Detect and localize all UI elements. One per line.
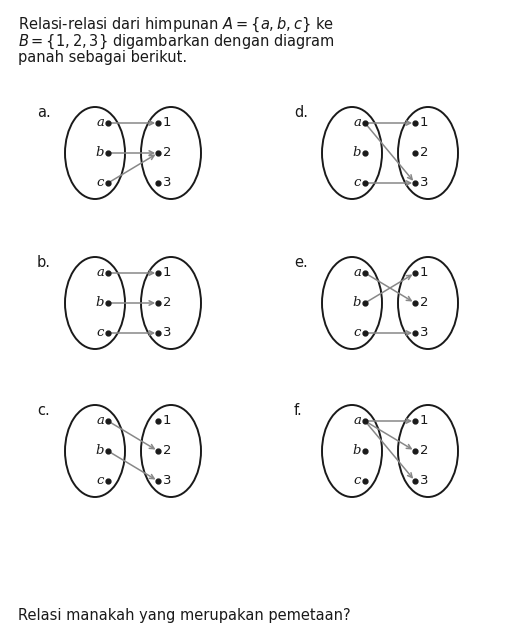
Text: Relasi-relasi dari himpunan $A = \{a, b, c\}$ ke: Relasi-relasi dari himpunan $A = \{a, b,… <box>18 16 334 35</box>
Text: c.: c. <box>37 403 50 418</box>
Text: b: b <box>96 296 104 309</box>
Text: 2: 2 <box>420 296 429 309</box>
Text: c: c <box>354 327 361 340</box>
Text: c: c <box>354 176 361 190</box>
Text: 3: 3 <box>420 176 429 190</box>
Text: 1: 1 <box>420 116 429 129</box>
Text: a: a <box>353 116 361 129</box>
Text: 2: 2 <box>420 147 429 159</box>
Text: b: b <box>353 296 361 309</box>
Text: b: b <box>353 444 361 458</box>
Text: a: a <box>96 415 104 428</box>
Text: 3: 3 <box>420 475 429 487</box>
Text: 1: 1 <box>163 415 172 428</box>
Text: c: c <box>97 327 104 340</box>
Text: c: c <box>97 475 104 487</box>
Text: c: c <box>354 475 361 487</box>
Text: f.: f. <box>294 403 303 418</box>
Text: 3: 3 <box>420 327 429 340</box>
Text: 3: 3 <box>163 475 172 487</box>
Text: 2: 2 <box>163 296 172 309</box>
Text: 1: 1 <box>163 266 172 280</box>
Text: b: b <box>353 147 361 159</box>
Text: b: b <box>96 147 104 159</box>
Text: c: c <box>97 176 104 190</box>
Text: 3: 3 <box>163 327 172 340</box>
Text: 3: 3 <box>163 176 172 190</box>
Text: a: a <box>96 116 104 129</box>
Text: 1: 1 <box>163 116 172 129</box>
Text: 2: 2 <box>420 444 429 458</box>
Text: Relasi manakah yang merupakan pemetaan?: Relasi manakah yang merupakan pemetaan? <box>18 608 350 623</box>
Text: a: a <box>353 266 361 280</box>
Text: e.: e. <box>294 255 308 270</box>
Text: $B = \{1, 2, 3\}$ digambarkan dengan diagram: $B = \{1, 2, 3\}$ digambarkan dengan dia… <box>18 33 335 51</box>
Text: 1: 1 <box>420 266 429 280</box>
Text: panah sebagai berikut.: panah sebagai berikut. <box>18 50 187 65</box>
Text: 2: 2 <box>163 147 172 159</box>
Text: a.: a. <box>37 105 51 120</box>
Text: 2: 2 <box>163 444 172 458</box>
Text: b: b <box>96 444 104 458</box>
Text: b.: b. <box>37 255 51 270</box>
Text: a: a <box>353 415 361 428</box>
Text: d.: d. <box>294 105 308 120</box>
Text: a: a <box>96 266 104 280</box>
Text: 1: 1 <box>420 415 429 428</box>
